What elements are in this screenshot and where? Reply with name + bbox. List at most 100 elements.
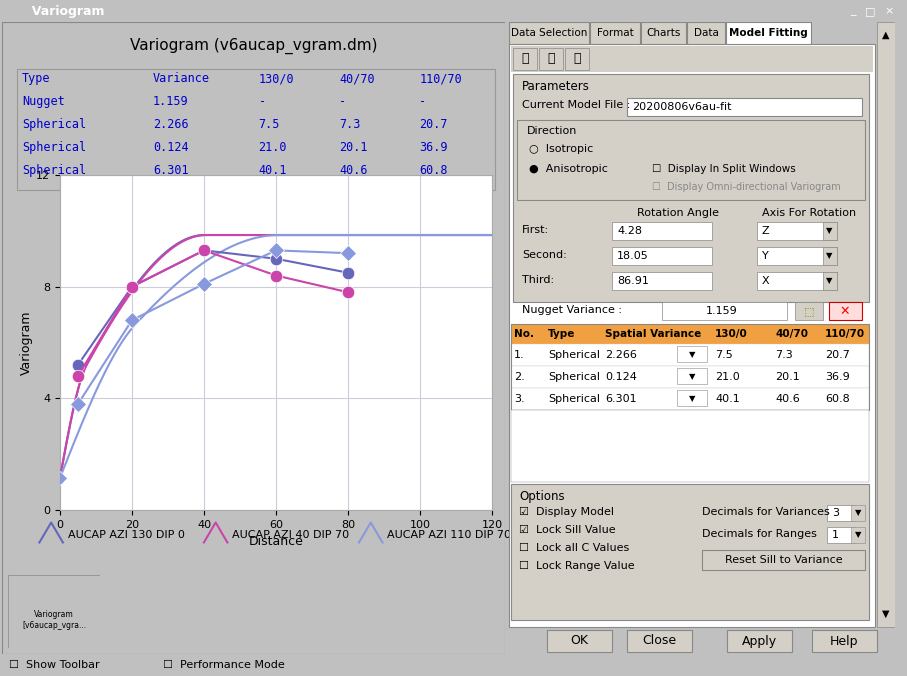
Bar	[677, 368, 707, 384]
Bar	[823, 247, 837, 265]
Text: ☐  Performance Mode: ☐ Performance Mode	[163, 660, 285, 670]
Text: ☑  Display Model: ☑ Display Model	[519, 507, 614, 517]
Text: 0.124: 0.124	[153, 141, 189, 154]
Bar	[823, 222, 837, 240]
Text: 40.1: 40.1	[258, 164, 287, 177]
Text: Axis For Rotation: Axis For Rotation	[762, 208, 856, 218]
Bar	[612, 222, 712, 240]
Y-axis label: Variogram: Variogram	[20, 310, 34, 375]
Text: Spherical: Spherical	[548, 372, 600, 382]
Bar	[590, 22, 640, 44]
Text: 2.266: 2.266	[605, 350, 637, 360]
Bar	[851, 527, 865, 543]
Bar	[877, 22, 895, 627]
Bar	[511, 324, 869, 344]
Bar	[511, 410, 869, 482]
Text: 36.9: 36.9	[825, 372, 850, 382]
Text: 1: 1	[832, 530, 839, 540]
Text: 40.6: 40.6	[339, 164, 367, 177]
Text: Variogram: Variogram	[23, 5, 104, 18]
Text: 60.8: 60.8	[825, 394, 850, 404]
Text: 21.0: 21.0	[258, 141, 287, 154]
Bar	[757, 247, 837, 265]
Text: Apply: Apply	[741, 635, 776, 648]
Text: Spatial Variance: Spatial Variance	[605, 329, 701, 339]
Bar	[513, 48, 537, 70]
Text: Variogram
[v6aucap_vgra...: Variogram [v6aucap_vgra...	[22, 610, 86, 630]
Bar	[829, 302, 862, 320]
Text: -: -	[420, 95, 426, 108]
Text: ▲: ▲	[883, 30, 890, 40]
Bar	[641, 22, 686, 44]
Text: Type: Type	[548, 329, 575, 339]
Bar	[539, 48, 563, 70]
Text: 130/0: 130/0	[715, 329, 747, 339]
Text: Y: Y	[762, 251, 769, 261]
Bar	[726, 22, 811, 44]
Text: 2.: 2.	[514, 372, 525, 382]
Text: Data Selection: Data Selection	[511, 28, 587, 38]
Text: 6.301: 6.301	[605, 394, 637, 404]
Text: ▼: ▼	[883, 609, 890, 619]
Text: Spherical: Spherical	[548, 394, 600, 404]
Text: ▼: ▼	[854, 531, 862, 539]
Bar	[702, 550, 865, 570]
Text: X: X	[762, 276, 770, 286]
Text: ☐  Lock all C Values: ☐ Lock all C Values	[519, 543, 629, 553]
Text: Rotation Angle: Rotation Angle	[637, 208, 719, 218]
Text: □: □	[865, 6, 876, 16]
Bar	[812, 630, 877, 652]
Text: 7.3: 7.3	[339, 118, 360, 131]
Text: AUCAP AZI 130 DIP 0: AUCAP AZI 130 DIP 0	[68, 530, 184, 540]
Text: Third:: Third:	[522, 275, 554, 285]
Text: 60.8: 60.8	[420, 164, 448, 177]
Bar	[511, 46, 873, 72]
Text: ☑  Lock Sill Value: ☑ Lock Sill Value	[519, 525, 616, 535]
Bar	[565, 48, 589, 70]
Text: 20.7: 20.7	[825, 350, 850, 360]
Text: 40/70: 40/70	[339, 72, 375, 85]
Bar	[795, 302, 823, 320]
Text: Help: Help	[830, 635, 858, 648]
Text: ⬚: ⬚	[804, 306, 814, 316]
Text: 6.301: 6.301	[153, 164, 189, 177]
Text: 40/70: 40/70	[775, 329, 808, 339]
Text: Nugget Variance :: Nugget Variance :	[522, 305, 622, 315]
Bar	[612, 272, 712, 290]
Text: ☐  Lock Range Value: ☐ Lock Range Value	[519, 561, 635, 571]
Text: 7.3: 7.3	[775, 350, 793, 360]
Text: Decimals for Variances: Decimals for Variances	[702, 507, 830, 517]
Text: Reset Sill to Variance: Reset Sill to Variance	[726, 555, 843, 565]
Bar	[511, 366, 869, 388]
Text: ☐  Display In Split Windows: ☐ Display In Split Windows	[652, 164, 795, 174]
Text: Z: Z	[762, 226, 770, 236]
Text: Spherical: Spherical	[22, 141, 86, 154]
Text: Spherical: Spherical	[22, 164, 86, 177]
Text: ▼: ▼	[688, 395, 696, 404]
Bar	[827, 505, 855, 521]
Text: 4.28: 4.28	[617, 226, 642, 236]
Bar	[677, 390, 707, 406]
Text: 3.: 3.	[514, 394, 524, 404]
Bar	[511, 344, 869, 366]
X-axis label: Distance: Distance	[249, 535, 304, 548]
Text: 36.9: 36.9	[420, 141, 448, 154]
Bar	[827, 527, 855, 543]
Text: 💾: 💾	[547, 53, 555, 66]
Text: Variogram (v6aucap_vgram.dm): Variogram (v6aucap_vgram.dm)	[130, 38, 377, 54]
Bar	[851, 505, 865, 521]
Bar	[511, 388, 869, 410]
Text: Format: Format	[597, 28, 633, 38]
Text: 40.1: 40.1	[715, 394, 740, 404]
Text: 🖨: 🖨	[573, 53, 580, 66]
Bar	[757, 272, 837, 290]
Text: ▼: ▼	[688, 372, 696, 381]
Text: 110/70: 110/70	[825, 329, 865, 339]
Text: 20.7: 20.7	[420, 118, 448, 131]
Text: ○  Isotropic: ○ Isotropic	[529, 144, 593, 154]
Text: 1.159: 1.159	[707, 306, 738, 316]
Bar	[511, 324, 869, 344]
Text: 7.5: 7.5	[258, 118, 280, 131]
Text: ☐  Display Omni-directional Variogram: ☐ Display Omni-directional Variogram	[652, 182, 841, 192]
Text: 20.1: 20.1	[775, 372, 800, 382]
